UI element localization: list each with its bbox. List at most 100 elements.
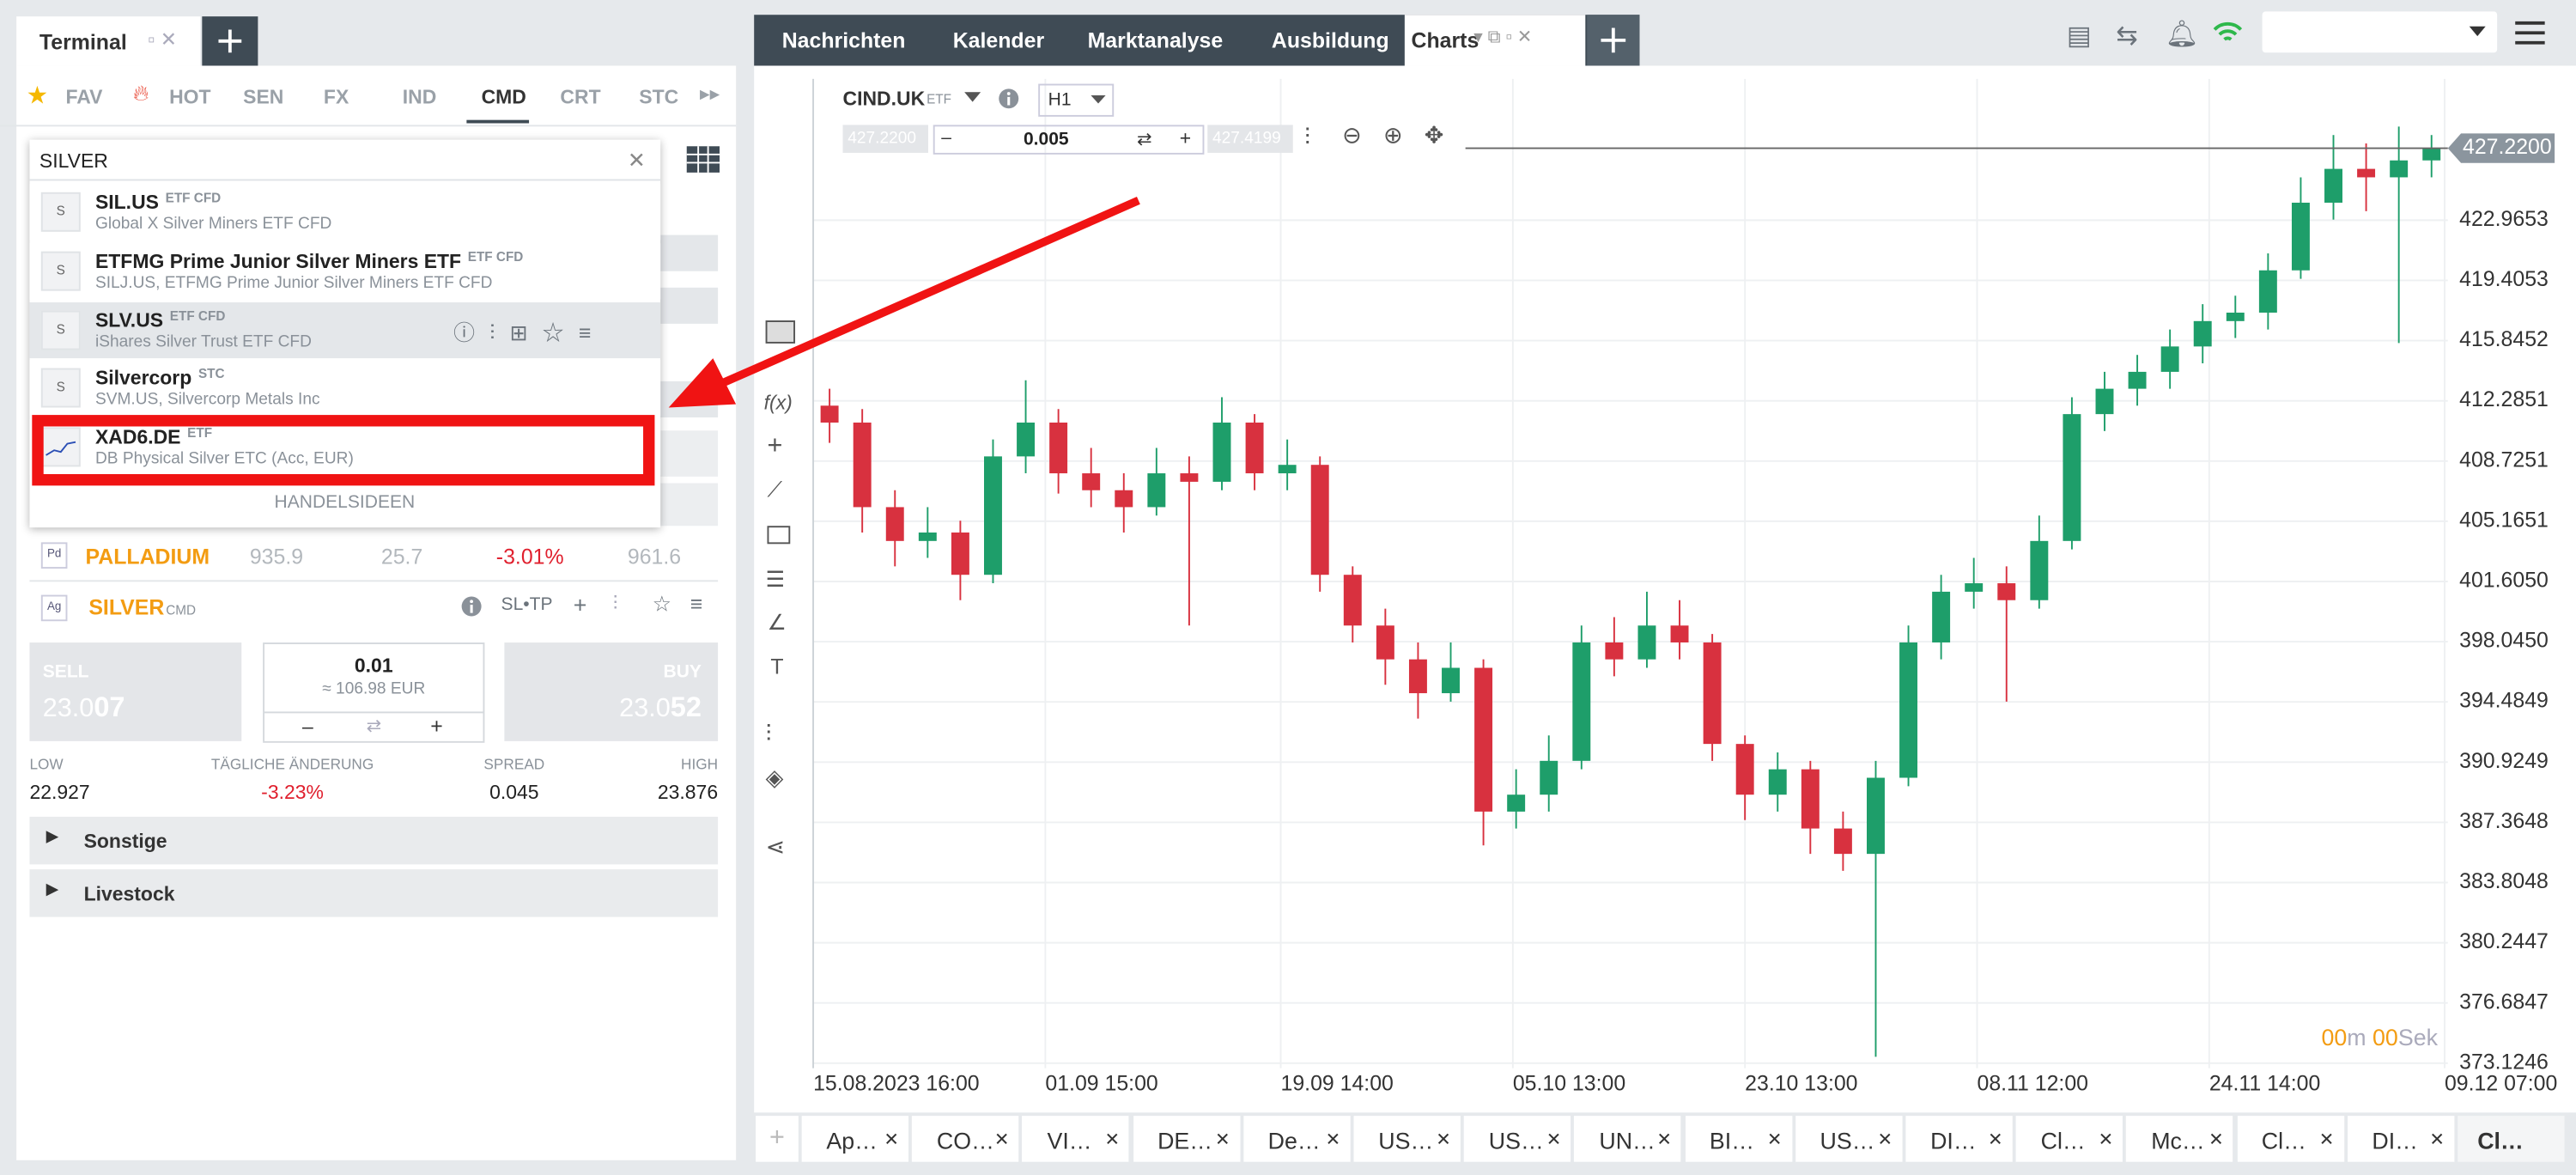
close-icon[interactable]: ✕ [993,1130,1010,1151]
section-header[interactable]: ▶ Livestock [29,869,719,917]
close-icon[interactable]: ✕ [1104,1130,1121,1151]
close-icon[interactable]: ✕ [884,1130,899,1151]
add-tab[interactable] [202,16,258,66]
tool-rect[interactable] [767,526,791,545]
category-tab[interactable]: STC [639,85,679,109]
timeframe-select[interactable]: H1 [1038,83,1115,117]
buy-button[interactable]: BUY 23.052 [504,642,719,741]
search-result[interactable]: S Silvercorp STC SVM.US, Silvercorp Metals … [29,360,661,417]
asset-name[interactable]: PALLADIUM [85,544,210,569]
close-icon[interactable]: ✕ [2098,1130,2114,1151]
tool-pitch[interactable]: ∠ [767,609,787,635]
nav-tab[interactable]: Kalender [925,15,1060,65]
category-tab[interactable]: CMD [481,85,526,109]
more-icon[interactable]: ▸▸ [700,82,720,106]
transfer-icon[interactable]: ⇆ [2116,22,2138,52]
zoom-in[interactable]: ⊕ [1382,121,1403,149]
tool-functions[interactable]: f(x) [763,391,793,415]
volume[interactable]: 0.01 [354,654,393,678]
grid-icon[interactable] [685,144,721,174]
bottom-tab[interactable]: Cl… [2458,1116,2565,1162]
info-icon[interactable] [460,595,483,618]
close-icon[interactable]: ✕ [1436,1130,1451,1151]
candle-icon[interactable]: ⫶ [1304,123,1310,150]
bottom-tab[interactable]: BI… ✕ [1685,1116,1792,1162]
bottom-tab[interactable]: DI… ✕ [1905,1116,2013,1162]
category-tab[interactable]: IND [402,85,437,109]
bottom-tab[interactable]: VI… ✕ [1022,1116,1130,1162]
bottom-tab[interactable]: US… ✕ [1353,1116,1461,1162]
clear-icon[interactable]: ✕ [627,148,646,173]
close-icon[interactable]: ✕ [1325,1130,1341,1151]
star-icon[interactable]: ☆ [652,591,671,617]
terminal-tab[interactable]: Terminal ▫ ✕ [16,16,201,66]
bottom-tab[interactable]: DE… ✕ [1133,1116,1240,1162]
category-tab[interactable]: SEN [243,85,284,109]
caret[interactable] [964,92,981,103]
bottom-tab[interactable]: Cl… ✕ [2015,1116,2123,1162]
decrease[interactable]: – [302,715,313,739]
add-tab[interactable] [1587,15,1640,66]
bottom-tab[interactable]: Ap… ✕ [801,1116,909,1162]
close-icon[interactable]: ✕ [1877,1130,1893,1151]
layout-icon[interactable]: ▤ [2066,22,2092,52]
close-icon[interactable]: ✕ [2429,1130,2445,1151]
search-result[interactable]: S SIL.US ETF CFD Global X Silver Miners ETF… [29,184,661,240]
chart-buy[interactable]: 427.4199 [1207,125,1293,153]
category-tab[interactable]: CRT [560,85,601,109]
search-result[interactable]: XAD6.DE ETF DB Physical Silver ETC (Acc, E… [29,419,661,476]
tool-indicator[interactable]: ⫶ [765,720,772,746]
volume[interactable]: 0.005 [1023,130,1069,150]
tool-fib[interactable]: ☰ [765,567,785,592]
footer-link[interactable]: HANDELSIDEEN [274,492,416,513]
sell-button[interactable]: SELL 23.007 [29,642,242,741]
sltp-button[interactable]: SL•TP [501,594,553,615]
bottom-tab[interactable]: UN… ✕ [1574,1116,1682,1162]
increase[interactable]: + [430,713,443,739]
section-header[interactable]: ▶ Sonstige [29,816,719,865]
bottom-tab[interactable]: Cl… ✕ [2237,1116,2344,1162]
category-tab[interactable]: HOT [169,85,211,109]
info-icon[interactable] [997,87,1020,110]
swap-icon[interactable]: ⇄ [366,716,382,737]
category-tab[interactable]: FX [323,85,349,109]
add-icon[interactable]: + [573,591,587,618]
chart-icon[interactable]: ⫶ [612,591,618,615]
bottom-tab[interactable]: Mc… ✕ [2126,1116,2233,1162]
close-icon[interactable]: ✕ [2208,1130,2224,1151]
close-icon[interactable]: ✕ [1546,1130,1562,1151]
nav-tab[interactable]: Marktanalyse [1060,15,1243,65]
search-input[interactable]: SILVER [39,149,108,173]
chart-sell[interactable]: 427.2200 [842,125,928,153]
tool-share[interactable]: ⋖ [765,833,786,860]
bottom-tab[interactable]: US… ✕ [1464,1116,1571,1162]
zoom-out[interactable]: ⊖ [1342,121,1362,149]
tool-layers[interactable]: ◈ [765,764,784,791]
decrease[interactable]: – [941,128,952,149]
tool-cross[interactable]: + [767,432,783,460]
bottom-tab[interactable]: De… ✕ [1242,1116,1351,1162]
tool-line[interactable]: ⟋ [767,476,782,502]
close-icon[interactable]: ✕ [1656,1130,1672,1151]
category-tab[interactable]: FAV [65,85,103,109]
tool-text[interactable]: T [770,654,784,679]
new-tab[interactable]: + [756,1116,799,1162]
search-result[interactable]: S SLV.US ETF CFD iShares Silver Trust ETF C… [29,301,661,358]
row-actions[interactable]: ⓘ⫶⊞☆≡ [453,320,606,345]
account-select[interactable] [2262,11,2498,53]
bottom-tab[interactable]: US… ✕ [1795,1116,1903,1162]
bottom-tab[interactable]: CO… ✕ [912,1116,1019,1162]
list-icon[interactable]: ≡ [690,591,703,617]
increase[interactable]: + [1179,126,1192,150]
bell-icon[interactable]: 🔔︎ [2165,21,2199,50]
chart-symbol[interactable]: CIND.UK [842,87,926,111]
swap-icon[interactable]: ⇄ [1136,130,1152,150]
bottom-tab[interactable]: DI… ✕ [2347,1116,2455,1162]
search-result[interactable]: S ETFMG Prime Junior Silver Miners ETF ETF… [29,242,661,299]
close-icon[interactable]: ✕ [1988,1130,2003,1151]
nav-tab[interactable]: Charts ▾ ⧉ ▫ ✕ [1404,15,1586,66]
close-icon[interactable]: ✕ [2318,1130,2335,1151]
close-icon[interactable]: ✕ [1766,1130,1783,1151]
nav-tab[interactable]: Ausbildung [1243,15,1405,65]
move-icon[interactable]: ✥ [1424,121,1444,149]
